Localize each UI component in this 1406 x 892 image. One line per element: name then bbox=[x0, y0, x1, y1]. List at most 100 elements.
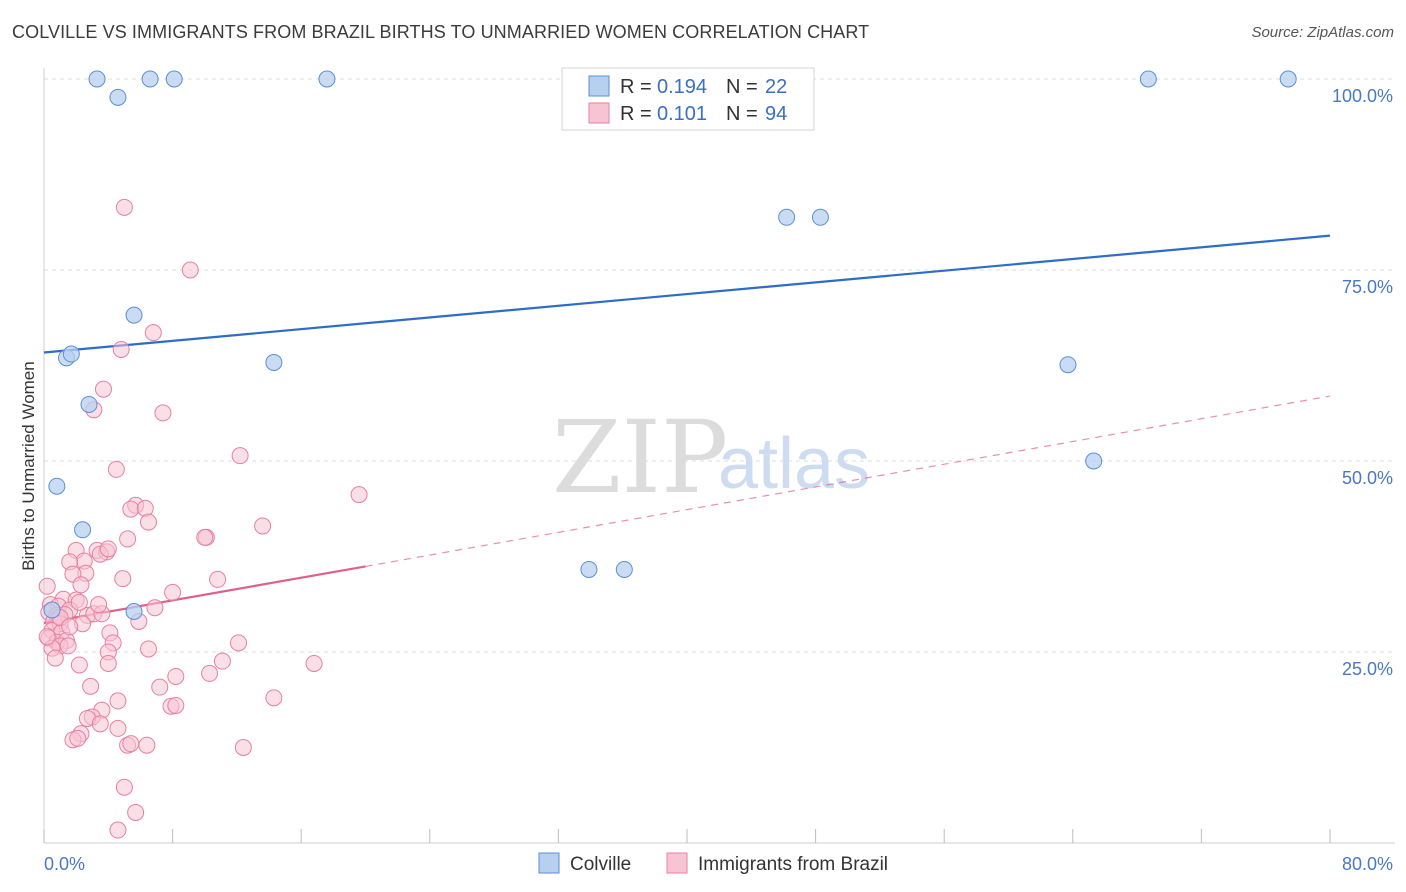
y-tick-label: 100.0% bbox=[1332, 86, 1393, 106]
chart-title: COLVILLE VS IMMIGRANTS FROM BRAZIL BIRTH… bbox=[12, 22, 870, 42]
data-point-colville bbox=[811, 208, 829, 226]
y-tick-label: 75.0% bbox=[1342, 277, 1393, 297]
legend-n-value: 22 bbox=[765, 76, 787, 98]
data-point-brazil bbox=[38, 577, 56, 595]
data-point-colville bbox=[1085, 452, 1103, 470]
legend-n-value: 94 bbox=[765, 103, 787, 125]
x-tick-labels: 0.0% 80.0% bbox=[44, 854, 1393, 874]
trend-line-colville bbox=[43, 234, 1331, 354]
data-point-brazil bbox=[139, 513, 157, 531]
data-point-brazil bbox=[69, 729, 87, 747]
data-point-brazil bbox=[112, 340, 130, 358]
data-point-brazil bbox=[139, 640, 157, 658]
data-point-brazil bbox=[115, 198, 133, 216]
data-point-colville bbox=[778, 208, 796, 226]
data-point-brazil bbox=[127, 803, 145, 821]
legend-n-label: N = bbox=[726, 76, 758, 98]
bottom-legend-brazil: Immigrants from Brazil bbox=[698, 854, 888, 875]
data-point-brazil bbox=[107, 460, 125, 478]
data-point-brazil bbox=[109, 719, 127, 737]
data-point-colville bbox=[74, 521, 92, 539]
data-point-colville bbox=[43, 601, 61, 619]
series-brazil-points bbox=[38, 198, 368, 839]
data-point-brazil bbox=[254, 517, 272, 535]
data-point-colville bbox=[265, 353, 283, 371]
data-point-colville bbox=[580, 560, 598, 578]
data-point-brazil bbox=[91, 715, 109, 733]
watermark-atlas: atlas bbox=[718, 424, 870, 504]
data-point-brazil bbox=[122, 735, 140, 753]
legend-r-label: R = bbox=[620, 103, 652, 125]
data-point-brazil bbox=[82, 677, 100, 695]
data-point-brazil bbox=[181, 261, 199, 279]
data-point-brazil bbox=[59, 637, 77, 655]
data-point-brazil bbox=[167, 696, 185, 714]
bottom-legend-swatch-colville bbox=[538, 852, 560, 874]
legend-r-value: 0.101 bbox=[657, 103, 707, 125]
y-tick-labels: 100.0% 75.0% 50.0% 25.0% bbox=[1332, 86, 1393, 679]
legend: R = 0.194 N = 22 R = 0.101 N = 94 bbox=[561, 67, 815, 131]
data-point-brazil bbox=[38, 628, 56, 646]
data-point-brazil bbox=[154, 404, 172, 422]
data-point-brazil bbox=[164, 583, 182, 601]
data-point-brazil bbox=[122, 500, 140, 518]
data-point-brazil bbox=[90, 596, 108, 614]
source-credit: Source: ZipAtlas.com bbox=[1251, 24, 1394, 41]
gridlines bbox=[44, 78, 1395, 653]
data-point-colville bbox=[125, 603, 143, 621]
watermark: ZIP atlas bbox=[552, 399, 870, 516]
data-point-brazil bbox=[151, 678, 169, 696]
data-point-colville bbox=[1279, 70, 1297, 88]
data-point-brazil bbox=[231, 447, 249, 465]
data-point-colville bbox=[80, 395, 98, 413]
data-point-brazil bbox=[94, 380, 112, 398]
data-point-brazil bbox=[109, 821, 127, 839]
watermark-zip: ZIP bbox=[552, 399, 728, 516]
legend-n-label: N = bbox=[726, 103, 758, 125]
x-tick-label: 80.0% bbox=[1342, 854, 1393, 874]
data-point-brazil bbox=[115, 778, 133, 796]
data-point-brazil bbox=[201, 664, 219, 682]
data-point-colville bbox=[48, 477, 66, 495]
bottom-legend: Colville Immigrants from Brazil bbox=[538, 852, 888, 875]
data-point-colville bbox=[88, 70, 106, 88]
data-point-brazil bbox=[99, 540, 117, 558]
x-tick-label: 0.0% bbox=[44, 854, 85, 874]
data-point-brazil bbox=[72, 576, 90, 594]
bottom-legend-colville: Colville bbox=[570, 854, 631, 875]
data-point-brazil bbox=[46, 649, 64, 667]
data-point-brazil bbox=[144, 324, 162, 342]
data-point-brazil bbox=[70, 593, 88, 611]
data-point-colville bbox=[615, 560, 633, 578]
data-point-colville bbox=[1139, 70, 1157, 88]
data-point-brazil bbox=[213, 652, 231, 670]
data-point-colville bbox=[62, 345, 80, 363]
data-point-brazil bbox=[234, 739, 252, 756]
y-tick-label: 50.0% bbox=[1342, 468, 1393, 488]
y-axis-label: Births to Unmarried Women bbox=[19, 361, 38, 570]
data-point-brazil bbox=[119, 530, 137, 548]
data-point-brazil bbox=[230, 634, 248, 652]
data-point-brazil bbox=[167, 667, 185, 685]
series-colville-points bbox=[43, 70, 1297, 621]
data-point-brazil bbox=[138, 736, 156, 754]
data-point-brazil bbox=[196, 528, 214, 546]
data-point-brazil bbox=[305, 654, 323, 672]
data-point-colville bbox=[318, 70, 336, 88]
data-point-colville bbox=[125, 306, 143, 324]
legend-r-value: 0.194 bbox=[657, 76, 707, 98]
data-point-brazil bbox=[265, 689, 283, 707]
legend-r-label: R = bbox=[620, 76, 652, 98]
legend-swatch-brazil bbox=[588, 102, 610, 124]
data-point-brazil bbox=[109, 692, 127, 710]
data-point-brazil bbox=[350, 486, 368, 504]
data-point-colville bbox=[165, 70, 183, 88]
data-point-colville bbox=[1059, 356, 1077, 374]
data-point-brazil bbox=[146, 599, 164, 617]
data-point-colville bbox=[109, 88, 127, 106]
axes bbox=[43, 68, 1395, 844]
data-point-brazil bbox=[114, 570, 132, 588]
bottom-legend-swatch-brazil bbox=[666, 852, 688, 874]
y-tick-label: 25.0% bbox=[1342, 659, 1393, 679]
